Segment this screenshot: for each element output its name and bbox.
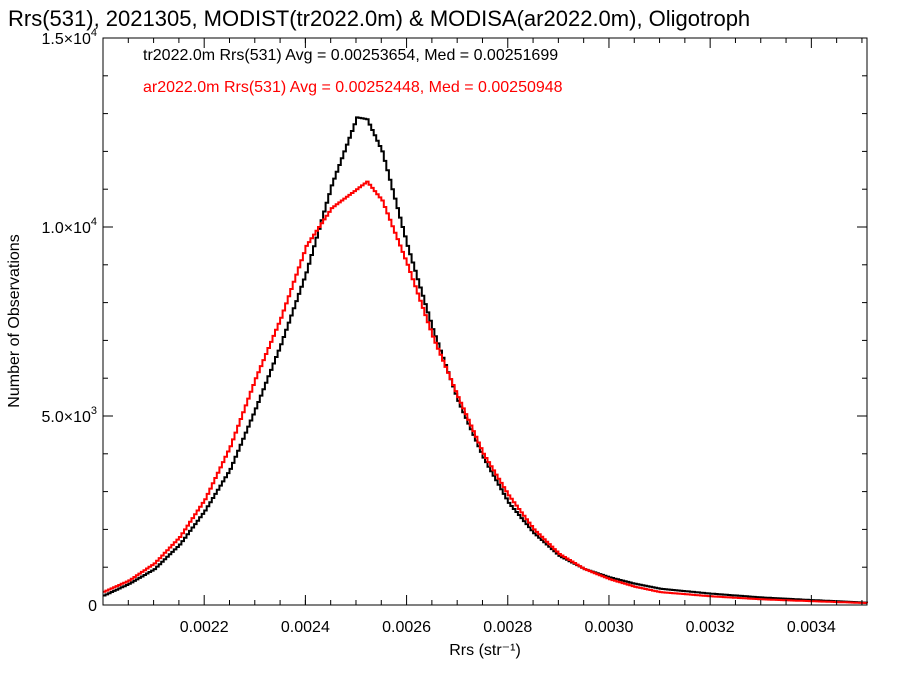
- x-tick-label: 0.0032: [686, 619, 735, 636]
- y-tick-label: 5.0×103: [41, 405, 97, 426]
- y-axis: 0 5.0×103 1.0×104 1.5×104: [41, 27, 867, 615]
- x-tick-label: 0.0034: [787, 619, 836, 636]
- x-axis: 0.0022 0.0024 0.0026 0.0028 0.0030 0.0032 0.00…: [127, 38, 863, 636]
- x-tick-label: 0.0030: [584, 619, 633, 636]
- x-axis-label: Rrs (str⁻¹): [449, 642, 521, 659]
- stat-line-tr: tr2022.0m Rrs(531) Avg = 0.00253654, Med…: [143, 47, 558, 64]
- x-tick-label: 0.0028: [483, 619, 532, 636]
- y-axis-label: Number of Observations: [6, 234, 23, 407]
- y-tick-label: 1.0×104: [41, 216, 97, 237]
- x-tick-label: 0.0026: [382, 619, 431, 636]
- y-tick-label: 0: [88, 598, 97, 615]
- series-line-ar2022.0m: [103, 180, 868, 604]
- plot-area: [103, 116, 868, 604]
- plot-frame: [102, 37, 868, 606]
- stat-line-ar: ar2022.0m Rrs(531) Avg = 0.00252448, Med…: [143, 79, 563, 96]
- y-tick-label: 1.5×104: [41, 27, 97, 48]
- series-line-tr2022.0m: [103, 116, 868, 604]
- chart-title: Rrs(531), 2021305, MODIST(tr2022.0m) & M…: [8, 6, 750, 31]
- x-tick-label: 0.0024: [281, 619, 330, 636]
- x-tick-label: 0.0022: [180, 619, 229, 636]
